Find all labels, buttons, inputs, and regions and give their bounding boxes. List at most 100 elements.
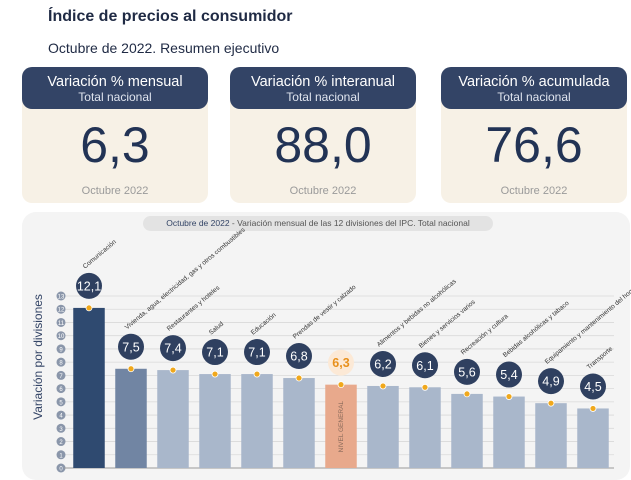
value-label: 5,4 xyxy=(500,368,517,382)
bar xyxy=(409,387,441,468)
category-label: Alimentos y bebidas no alcohólicas xyxy=(376,278,459,349)
card-cumulative: Variación % acumulada Total nacional 76,… xyxy=(441,67,627,203)
y-tick-label: 5 xyxy=(59,400,63,406)
bar xyxy=(535,403,567,468)
y-tick-badge xyxy=(56,397,66,407)
card-scope: Total nacional xyxy=(497,90,571,104)
bar-marker xyxy=(169,366,177,374)
bar-marker xyxy=(295,374,303,382)
value-label: 6,8 xyxy=(290,350,307,364)
card-period: Octubre 2022 xyxy=(81,185,149,197)
value-label: 5,6 xyxy=(458,365,475,379)
value-label: 6,1 xyxy=(416,359,433,373)
card-title: Variación % mensual xyxy=(47,74,183,90)
bar-marker xyxy=(127,365,135,373)
bar-marker xyxy=(505,393,513,400)
bar xyxy=(115,368,147,468)
chart-title-text: Variación mensual de las 12 divisiones d… xyxy=(237,218,470,228)
card-title: Variación % interanual xyxy=(250,74,395,90)
bar-marker xyxy=(421,383,429,391)
page-title: Índice de precios al consumidor xyxy=(48,8,293,25)
value-label: 7,1 xyxy=(248,346,265,360)
y-tick-badge xyxy=(56,304,66,314)
category-label: Comunicación xyxy=(82,238,118,270)
value-bubble xyxy=(538,368,564,395)
bar-marker xyxy=(253,370,261,378)
card-header: Variación % interanual Total nacional xyxy=(230,67,416,109)
bar-marker xyxy=(463,390,471,398)
bar xyxy=(283,378,315,468)
card-value: 6,3 xyxy=(80,117,150,173)
bar-marker xyxy=(379,382,387,390)
bar xyxy=(367,385,399,468)
value-label: 7,5 xyxy=(122,340,139,354)
card-period: Octubre 2022 xyxy=(500,185,568,197)
y-tick-label: 0 xyxy=(59,467,63,473)
bar xyxy=(493,396,525,468)
chart-title: Octubre de 2022 - Variación mensual de l… xyxy=(143,216,493,231)
card-title: Variación % acumulada xyxy=(458,74,610,90)
y-tick-label: 12 xyxy=(58,308,65,314)
card-scope: Total nacional xyxy=(286,90,360,104)
y-tick-badge xyxy=(56,370,66,380)
card-header: Variación % acumulada Total nacional xyxy=(441,67,627,109)
value-bubble xyxy=(244,339,270,366)
bar xyxy=(451,393,483,468)
value-bubble xyxy=(580,373,606,400)
value-bubble xyxy=(412,352,438,379)
value-label: 4,5 xyxy=(584,380,601,394)
y-tick-badge xyxy=(56,357,66,367)
y-tick-badge xyxy=(56,437,66,447)
y-tick-label: 3 xyxy=(59,427,63,433)
y-tick-label: 4 xyxy=(59,414,63,420)
y-tick-badge xyxy=(56,291,66,301)
value-bubble xyxy=(76,272,102,299)
category-label: NIVEL GENERAL xyxy=(338,401,345,453)
bar-marker xyxy=(547,399,555,407)
value-label: 7,1 xyxy=(206,346,223,360)
y-tick-badge xyxy=(56,410,66,420)
y-tick-label: 10 xyxy=(58,334,65,340)
bar-marker xyxy=(211,370,219,378)
category-label: Recreación y cultura xyxy=(460,313,510,357)
value-bubble xyxy=(328,349,354,376)
chart-title-period: Octubre de 2022 xyxy=(166,218,230,228)
value-bubble xyxy=(496,361,522,388)
bar-marker xyxy=(589,405,597,412)
bar xyxy=(325,384,357,468)
bar xyxy=(577,408,609,468)
y-tick-label: 7 xyxy=(59,374,63,380)
y-tick-label: 13 xyxy=(58,295,65,301)
y-tick-badge xyxy=(56,331,66,341)
y-tick-badge xyxy=(56,317,66,327)
y-tick-label: 6 xyxy=(59,387,63,393)
value-label: 4,9 xyxy=(542,375,559,389)
value-label: 6,3 xyxy=(332,356,349,370)
card-scope: Total nacional xyxy=(78,90,152,104)
card-value: 88,0 xyxy=(274,117,372,173)
bar-marker xyxy=(85,304,93,312)
bar xyxy=(241,374,273,468)
y-tick-badge xyxy=(56,344,66,354)
bar xyxy=(157,370,189,468)
y-tick-label: 11 xyxy=(58,321,65,327)
y-tick-badge xyxy=(56,450,66,460)
value-bubble xyxy=(202,339,228,366)
category-label: Prendas de vestir y calzado xyxy=(292,284,358,341)
page-subtitle: Octubre de 2022. Resumen ejecutivo xyxy=(48,40,280,56)
value-bubble xyxy=(454,358,480,385)
value-label: 7,4 xyxy=(164,342,181,356)
y-tick-badge xyxy=(56,463,66,473)
value-bubble xyxy=(286,343,312,370)
card-monthly: Variación % mensual Total nacional 6,3 O… xyxy=(22,67,208,203)
value-bubble xyxy=(370,350,396,377)
y-tick-label: 2 xyxy=(59,440,63,446)
bar xyxy=(199,374,231,468)
y-tick-badge xyxy=(56,423,66,433)
bar xyxy=(73,307,105,468)
y-tick-label: 8 xyxy=(59,361,63,367)
value-bubble xyxy=(160,335,186,362)
y-tick-label: 1 xyxy=(59,453,63,459)
value-label: 6,2 xyxy=(374,357,391,371)
value-bubble xyxy=(118,333,144,360)
